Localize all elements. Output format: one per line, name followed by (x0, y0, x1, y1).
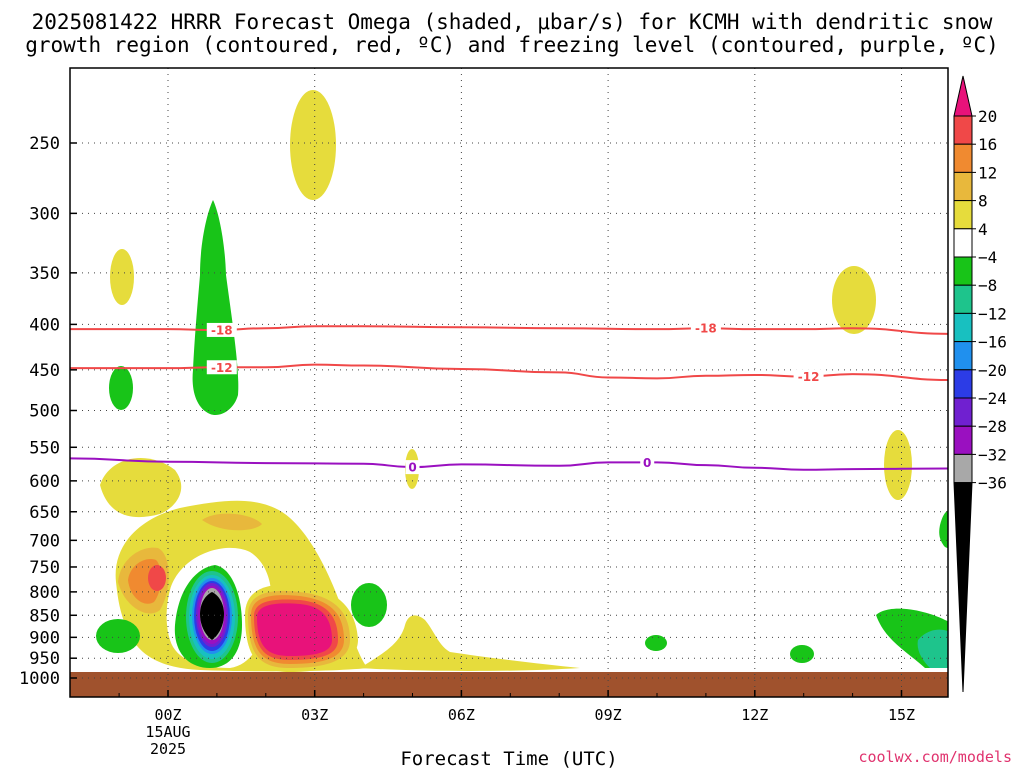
colorbar-swatch (953, 228, 973, 258)
contour-label-background (640, 455, 655, 470)
x-tick-label: 15Z (888, 706, 915, 724)
x-tick-label: 03Z (301, 706, 328, 724)
colorbar-swatch (953, 397, 973, 427)
omega-cell-green (790, 645, 814, 663)
chart-title-line-1: 2025081422 HRRR Forecast Omega (shaded, … (32, 10, 993, 34)
colorbar-label: −20 (978, 361, 1007, 380)
dgz-contour-label: -12 (798, 370, 820, 384)
y-tick-label: 300 (29, 204, 60, 224)
x-tick-label: 06Z (448, 706, 475, 724)
omega-cell-yellow (360, 615, 580, 671)
omega-cell-green (939, 510, 948, 548)
x-tick-label: 00Z (154, 706, 181, 724)
omega-shading (70, 90, 948, 697)
y-tick-label: 1000 (19, 669, 60, 689)
omega-cell-orange (202, 513, 262, 531)
colorbar-bottom-arrow (953, 482, 973, 693)
y-tick-label: 400 (29, 315, 60, 335)
colorbar-label: 12 (978, 163, 997, 182)
colorbar-label: −8 (978, 276, 997, 295)
freezing-contour-label: 0 (643, 456, 651, 470)
colorbar-label: 8 (978, 192, 988, 211)
colorbar-swatch (953, 369, 973, 399)
freezing-contour-line (70, 457, 948, 471)
freezing-contour-label: 0 (408, 461, 416, 475)
colorbar-swatch (953, 284, 973, 314)
colorbar-swatch (953, 341, 973, 371)
y-tick-label: 900 (29, 628, 60, 648)
contour-label-background (206, 322, 237, 337)
colorbar-swatch (953, 171, 973, 202)
omega-cell-pink (257, 603, 332, 656)
y-tick-label: 250 (29, 134, 60, 154)
x-tick-label: 2025 (150, 740, 186, 758)
colorbar-label: −24 (978, 389, 1007, 408)
omega-cell-green (351, 583, 387, 627)
y-tick-label: 600 (29, 472, 60, 492)
colorbar-label: −28 (978, 417, 1007, 436)
colorbar: 20 16 12 8 4 −4 −8 −12 −16 −20 −24 −28 −32 −36 (953, 75, 1007, 693)
colorbar-swatch (953, 115, 973, 145)
colorbar-swatch (953, 143, 973, 173)
y-tick-label: 950 (29, 649, 60, 669)
colorbar-label: 16 (978, 135, 997, 154)
y-axis: 2503003504004505005506006507007508008509… (19, 134, 77, 689)
dgz-contour-label: -12 (211, 361, 233, 375)
chart-title-line-2: growth region (contoured, red, ºC) and f… (25, 33, 999, 57)
colorbar-label: −12 (978, 304, 1007, 323)
x-tick-label: 15AUG (145, 723, 190, 741)
omega-cell-green (645, 635, 667, 651)
y-tick-label: 650 (29, 503, 60, 523)
temperature-contours: -18 -18 -12 -12 0 0 (70, 321, 948, 475)
colorbar-label: −16 (978, 333, 1007, 352)
colorbar-label: −4 (978, 248, 997, 267)
omega-cell-yellow (100, 458, 182, 518)
y-tick-label: 450 (29, 361, 60, 381)
omega-cell-green (109, 366, 133, 410)
x-tick-label: 12Z (741, 706, 768, 724)
colorbar-top-arrow (953, 75, 973, 117)
contour-label-background (793, 369, 824, 384)
dgz-contour-label: -18 (211, 323, 233, 337)
y-tick-label: 700 (29, 531, 60, 551)
credit-text: coolwx.com/models (858, 748, 1012, 766)
omega-cell-yellow (832, 266, 876, 334)
colorbar-swatch (953, 312, 973, 343)
omega-cell-yellow (290, 90, 336, 200)
contour-label-background (690, 321, 721, 336)
plot-area: -18 -18 -12 -12 0 0 (69, 67, 949, 698)
y-tick-label: 800 (29, 583, 60, 603)
colorbar-swatch (953, 453, 973, 484)
colorbar-label: −36 (978, 474, 1007, 493)
y-tick-label: 350 (29, 264, 60, 284)
omega-cell-yellow (884, 430, 912, 500)
colorbar-swatch (953, 256, 973, 286)
ground-surface (70, 672, 948, 697)
omega-cell-red (148, 565, 166, 591)
contour-label-background (405, 460, 420, 475)
plot-frame (69, 67, 949, 698)
x-axis-title: Forecast Time (UTC) (400, 748, 617, 768)
y-tick-label: 500 (29, 402, 60, 422)
colorbar-label: 20 (978, 107, 997, 126)
y-tick-label: 850 (29, 606, 60, 626)
colorbar-label: 4 (978, 220, 988, 239)
dgz-contour-label: -18 (695, 322, 717, 336)
y-tick-label: 750 (29, 558, 60, 578)
y-tick-label: 550 (29, 438, 60, 458)
omega-cell-green (96, 619, 140, 653)
colorbar-label: −32 (978, 445, 1007, 464)
omega-cell-yellow (110, 249, 134, 305)
contour-label-background (206, 360, 237, 375)
omega-cell-black (200, 592, 224, 640)
x-tick-label: 09Z (595, 706, 622, 724)
colorbar-swatch (953, 200, 973, 230)
colorbar-swatch (953, 425, 973, 455)
